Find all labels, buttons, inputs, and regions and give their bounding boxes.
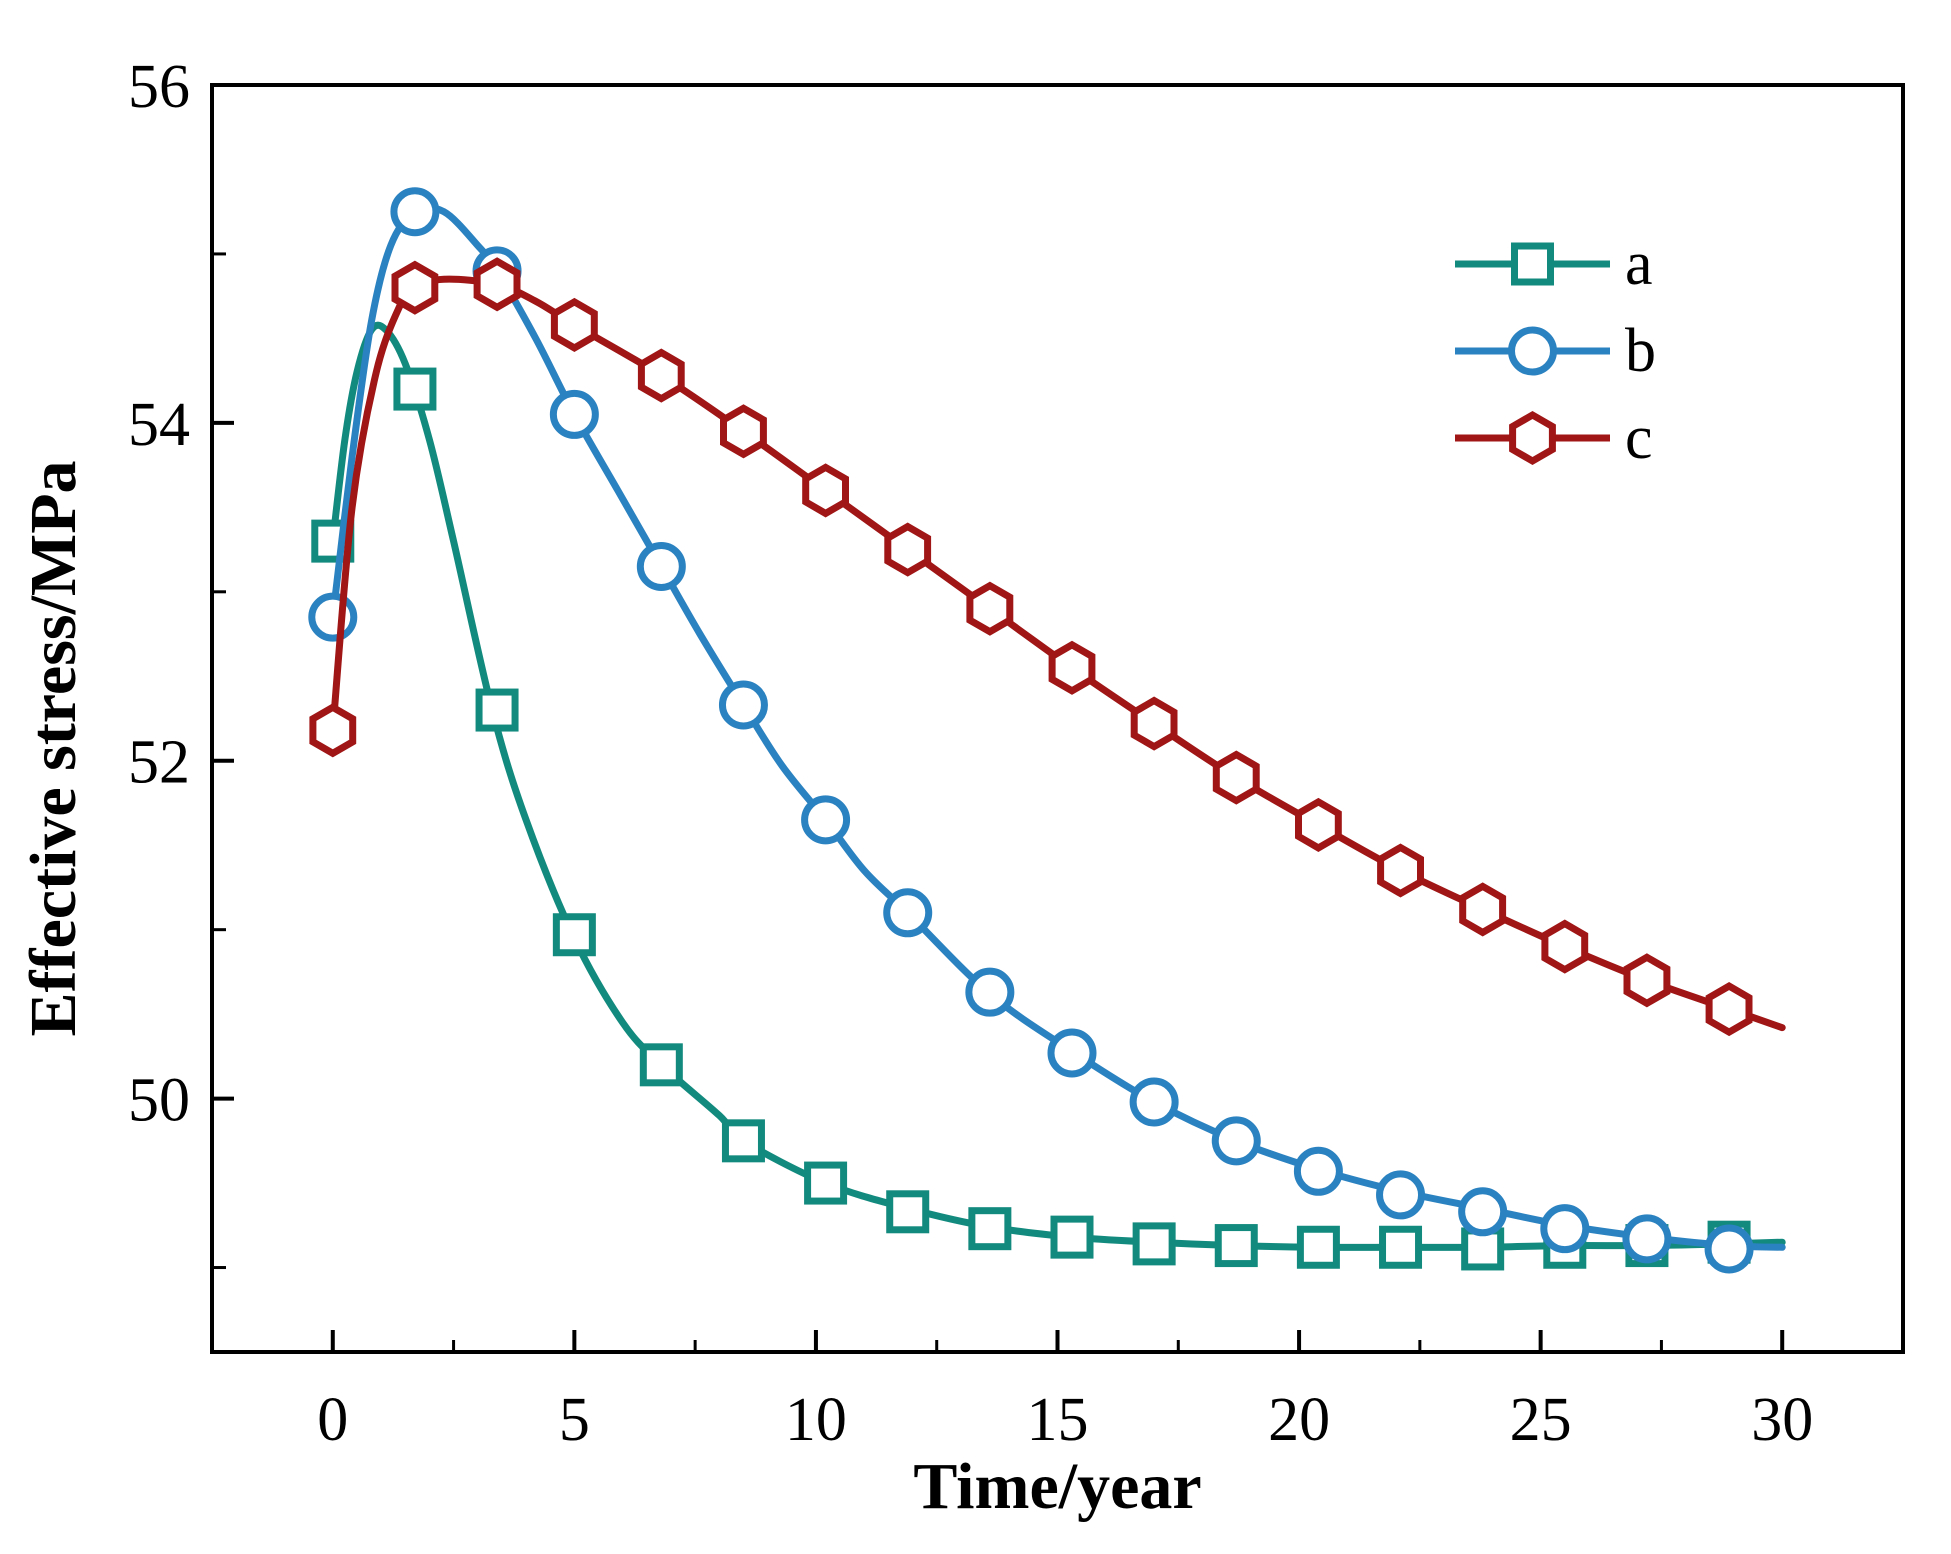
- series-c-point: [1705, 982, 1753, 1037]
- legend-marker-a: [1511, 242, 1554, 286]
- series-c: [309, 257, 1786, 1037]
- series-a-point: [1214, 1224, 1258, 1268]
- x-axis-title: Time/year: [913, 1450, 1201, 1523]
- axes-layer: 0 5 10 15 20 25 30 50 52 54 56: [128, 53, 1813, 1454]
- legend-label-c: c: [1625, 404, 1653, 472]
- series-b-point: [801, 795, 851, 845]
- series-b-line: [329, 203, 1786, 1251]
- series-b-point: [549, 389, 599, 439]
- series-b-point: [965, 967, 1015, 1017]
- series-b-point: [1622, 1214, 1672, 1264]
- x-tick-label: 15: [1027, 1386, 1089, 1454]
- series-c-point: [391, 260, 439, 315]
- series-c-point: [550, 297, 598, 352]
- series-b-point: [1129, 1077, 1179, 1127]
- series-a-point: [639, 1043, 683, 1087]
- series-b-point: [1376, 1170, 1426, 1220]
- series-a-point: [721, 1119, 765, 1163]
- y-tick-label: 50: [128, 1067, 190, 1135]
- series-a-point: [1132, 1222, 1176, 1266]
- series-c-point: [802, 463, 849, 518]
- series-a-point: [804, 1161, 848, 1205]
- series-a-point: [1379, 1225, 1423, 1269]
- series-c-point: [884, 522, 932, 577]
- series-c-point: [966, 581, 1014, 636]
- series-a-point: [886, 1190, 930, 1234]
- series-a-point: [552, 913, 596, 957]
- series-layer: [308, 187, 1786, 1274]
- x-tick-label: 20: [1268, 1386, 1330, 1454]
- series-b-point: [390, 187, 440, 237]
- x-tick-label: 10: [785, 1386, 847, 1454]
- series-a-point: [393, 367, 437, 411]
- series-a-point: [1461, 1227, 1505, 1271]
- series-c-point: [1212, 750, 1260, 805]
- legend-item-c: c: [1455, 404, 1653, 472]
- series-b-point: [1540, 1204, 1590, 1254]
- legend-label-b: b: [1625, 317, 1656, 385]
- series-c-point: [637, 348, 685, 403]
- x-tick-label: 30: [1751, 1386, 1813, 1454]
- series-c-point: [1459, 882, 1507, 937]
- y-axis-title: Effective stress/MPa: [17, 460, 90, 1036]
- x-tick-label: 25: [1510, 1386, 1572, 1454]
- series-b-point: [1293, 1146, 1343, 1196]
- legend-marker-b: [1508, 326, 1557, 376]
- series-c-point: [1623, 953, 1671, 1008]
- series-a: [311, 321, 1786, 1271]
- legend-marker-c: [1509, 410, 1556, 466]
- series-a-point: [475, 688, 519, 732]
- series-c-point: [473, 257, 521, 312]
- plot-frame: [210, 83, 1905, 1354]
- series-c-point: [309, 703, 357, 758]
- series-b-point: [308, 592, 358, 642]
- y-tick-label: 56: [128, 53, 190, 121]
- legend-label-a: a: [1625, 230, 1653, 298]
- series-c-point: [720, 404, 767, 459]
- y-tick-label: 52: [128, 729, 190, 797]
- legend-item-a: a: [1455, 230, 1653, 298]
- series-b: [308, 187, 1786, 1274]
- legend-item-b: b: [1455, 317, 1656, 385]
- series-c-point: [1295, 797, 1342, 852]
- y-tick-label: 54: [128, 391, 190, 459]
- x-tick-label: 5: [559, 1386, 590, 1454]
- legend: abc: [1455, 230, 1656, 472]
- x-tick-label: 0: [317, 1386, 348, 1454]
- series-c-point: [1048, 640, 1096, 695]
- series-b-point: [636, 541, 686, 591]
- series-b-point: [883, 888, 933, 938]
- series-c-point: [1377, 843, 1424, 898]
- series-a-point: [968, 1207, 1012, 1251]
- series-a-line: [329, 321, 1786, 1251]
- series-b-point: [1047, 1028, 1097, 1078]
- series-b-point: [1704, 1224, 1754, 1274]
- series-c-point: [1541, 919, 1589, 974]
- series-b-point: [718, 680, 768, 730]
- series-a-point: [1296, 1225, 1340, 1269]
- series-c-point: [1130, 696, 1178, 751]
- series-b-point: [1458, 1187, 1508, 1237]
- series-a-point: [1050, 1215, 1094, 1259]
- series-b-point: [1211, 1116, 1261, 1166]
